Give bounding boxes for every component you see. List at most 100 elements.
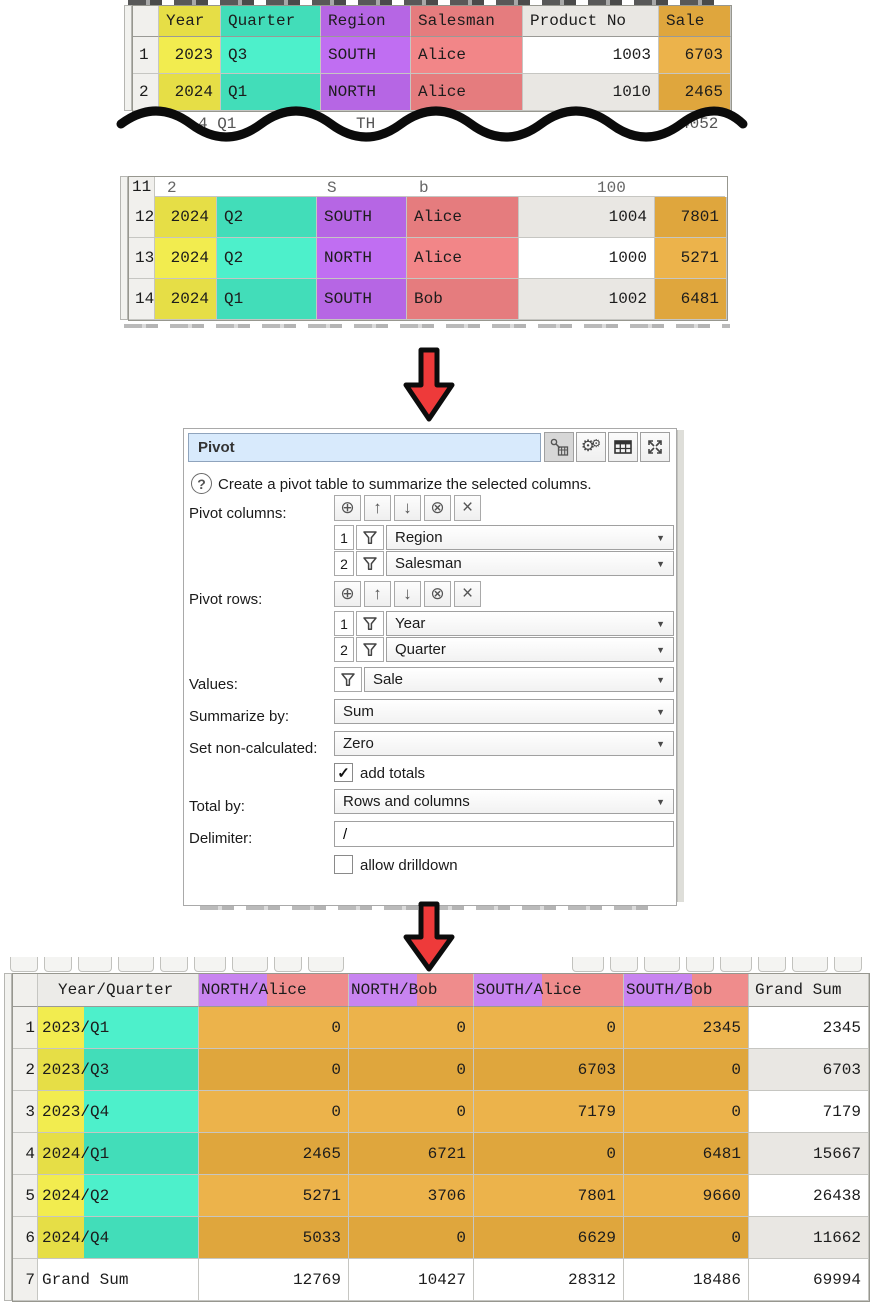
pivot-column-select[interactable]: Region ▼	[386, 525, 674, 550]
row-number: 13	[129, 238, 155, 279]
help-icon[interactable]: ?	[191, 473, 212, 494]
toolbar-button-fragment[interactable]	[44, 957, 72, 972]
total-by-select[interactable]: Rows and columns ▼	[334, 789, 674, 814]
grand-sum-header: Grand Sum	[749, 974, 869, 1007]
set-non-calculated-select[interactable]: Zero ▼	[334, 731, 674, 756]
toolbar-button-fragment[interactable]	[720, 957, 752, 972]
set-non-calculated-label: Set non-calculated:	[189, 740, 318, 757]
table-cell: Alice	[411, 37, 523, 74]
scrollbar-fragment[interactable]	[677, 430, 684, 902]
toolbar-button-fragment[interactable]	[78, 957, 112, 972]
add-icon-button[interactable]: ⊕	[334, 495, 361, 521]
table-cell: 2024	[155, 238, 217, 279]
year-quarter-text: 2024/Q4	[42, 1228, 110, 1247]
node-table-icon-button[interactable]	[544, 432, 574, 462]
header-text: SOUTH/Alice	[476, 981, 582, 999]
transform-name-field[interactable]: Pivot	[188, 433, 541, 462]
values-select[interactable]: Sale ▼	[364, 667, 674, 692]
filter-icon-button[interactable]	[334, 667, 362, 692]
filter-icon-button[interactable]	[356, 551, 384, 576]
toolbar-button-fragment[interactable]	[274, 957, 302, 972]
delimiter-input[interactable]	[334, 821, 674, 847]
toolbar-button-fragment[interactable]	[572, 957, 604, 972]
table-cell: 6703	[659, 37, 731, 74]
column-header: Year	[159, 6, 221, 37]
selected-value: Quarter	[395, 641, 446, 658]
move-down-icon-button[interactable]: ↓	[394, 495, 421, 521]
toolbar-button-fragment[interactable]	[644, 957, 680, 972]
toolbar-button-fragment[interactable]	[194, 957, 226, 972]
item-index: 2	[334, 637, 354, 662]
value-cell: 6629	[474, 1217, 624, 1259]
remove-circle-icon-button[interactable]: ⊗	[424, 581, 451, 607]
source-table: Year Quarter Region Salesman Product No Sale 1…	[132, 5, 732, 112]
table-cell: Q2	[217, 197, 317, 238]
table-icon	[614, 440, 632, 454]
add-totals-checkbox[interactable]: ✓	[334, 763, 353, 782]
pivot-row-select[interactable]: Year ▼	[386, 611, 674, 636]
selected-value: Rows and columns	[343, 793, 470, 810]
selected-value: Region	[395, 529, 443, 546]
add-icon-button[interactable]: ⊕	[334, 581, 361, 607]
scrollbar-fragment[interactable]	[4, 973, 12, 1301]
move-up-icon-button[interactable]: ↑	[364, 495, 391, 521]
value-cell: 9660	[624, 1175, 749, 1217]
quarter-color	[84, 1049, 198, 1090]
move-up-icon-button[interactable]: ↑	[364, 581, 391, 607]
filter-icon-button[interactable]	[356, 525, 384, 550]
pivot-column-header: SOUTH/Bob	[624, 974, 749, 1007]
remove-all-icon-button[interactable]: ×	[454, 581, 481, 607]
table-cell: 1010	[523, 74, 659, 111]
value-cell: 6481	[624, 1133, 749, 1175]
pivot-row-select[interactable]: Quarter ▼	[386, 637, 674, 662]
table-cell: SOUTH	[317, 279, 407, 320]
table-cell: 2024	[155, 279, 217, 320]
table-view-icon-button[interactable]	[608, 432, 638, 462]
torn-row-fragment: b	[419, 180, 429, 193]
result-table-area: Year/Quarter NORTH/Alice NORTH/Bob SOUTH/Al…	[4, 973, 872, 1305]
scrollbar-fragment[interactable]	[120, 176, 128, 320]
year-color	[38, 1007, 84, 1048]
toolbar-button-fragment[interactable]	[834, 957, 862, 972]
table-cell: Q3	[221, 37, 321, 74]
pivot-columns-toolbar: ⊕ ↑ ↓ ⊗ ×	[334, 495, 481, 521]
scrollbar-fragment[interactable]	[124, 5, 132, 111]
year-color	[38, 1091, 84, 1132]
pivot-rows-toolbar: ⊕ ↑ ↓ ⊗ ×	[334, 581, 481, 607]
gears-icon-button[interactable]: ⚙⚙	[576, 432, 606, 462]
move-down-icon-button[interactable]: ↓	[394, 581, 421, 607]
summarize-by-select[interactable]: Sum ▼	[334, 699, 674, 724]
remove-all-icon-button[interactable]: ×	[454, 495, 481, 521]
expand-icon	[648, 440, 662, 454]
expand-icon-button[interactable]	[640, 432, 670, 462]
allow-drilldown-checkbox[interactable]	[334, 855, 353, 874]
year-quarter-text: 2024/Q1	[42, 1144, 110, 1163]
torn-row-fragment: TH	[356, 115, 376, 133]
toolbar-button-fragment[interactable]	[232, 957, 268, 972]
toolbar-button-fragment[interactable]	[610, 957, 638, 972]
toolbar-button-fragment[interactable]	[308, 957, 344, 972]
toolbar-button-fragment[interactable]	[686, 957, 714, 972]
value-cell: 5033	[199, 1217, 349, 1259]
year-color	[38, 1217, 84, 1258]
toolbar-button-fragment[interactable]	[118, 957, 154, 972]
header-text: NORTH/Bob	[351, 981, 438, 999]
toolbar-button-fragment[interactable]	[160, 957, 188, 972]
year-quarter-text: 2023/Q1	[42, 1018, 110, 1037]
table-cell: 1000	[519, 238, 655, 279]
header-color-name	[692, 974, 748, 1006]
delimiter-label: Delimiter:	[189, 830, 253, 847]
remove-circle-icon-button[interactable]: ⊗	[424, 495, 451, 521]
column-header: Salesman	[411, 6, 523, 37]
filter-icon-button[interactable]	[356, 637, 384, 662]
table-cell: Bob	[407, 279, 519, 320]
table-cell: SOUTH	[317, 197, 407, 238]
toolbar-button-fragment[interactable]	[792, 957, 828, 972]
table-cell: Q1	[221, 74, 321, 111]
toolbar-button-fragment[interactable]	[758, 957, 786, 972]
toolbar-button-fragment[interactable]	[10, 957, 38, 972]
filter-icon-button[interactable]	[356, 611, 384, 636]
gears-icon: ⚙⚙	[580, 438, 602, 455]
pivot-column-select[interactable]: Salesman ▼	[386, 551, 674, 576]
funnel-icon	[363, 557, 377, 570]
